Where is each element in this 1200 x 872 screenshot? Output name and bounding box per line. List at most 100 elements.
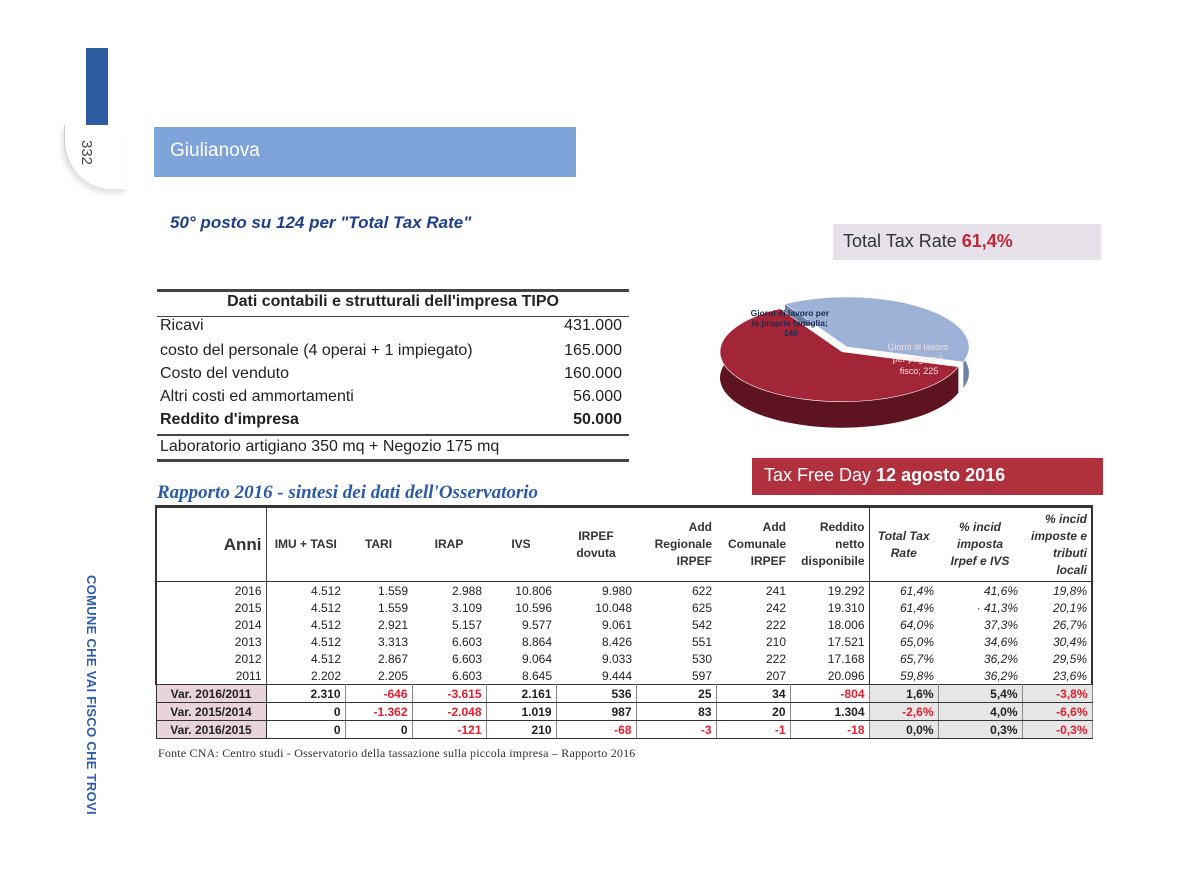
table-cell: 9.061 [601,617,632,632]
pie-label-fisco-line1: Giorni di lavoro [887,342,948,352]
variation-cell: 0 [345,720,413,739]
table-cell: 19.310 [790,599,870,616]
table-cell: 4.512 [310,651,341,666]
header-incid-irpef: % incid imposta Irpef e IVS [938,507,1022,582]
table-cell: 207 [765,668,786,683]
pie-label-family-line3: 140 [784,328,798,338]
company-note: Laboratorio artigiano 350 mq + Negozio 1… [160,438,500,455]
city-banner [154,127,576,177]
company-row-ricavi: Ricavi 431.000 [160,317,622,340]
row-year: 2011 [155,667,267,685]
variation-cell: -2,6% [869,702,939,721]
variation-cell: 536 [556,684,637,703]
header-add-regionale-line3: IRPEF [676,554,712,568]
table-row: 2016 4.512 1.559 2.988 10.806 9.980 622 241 19.2… [155,581,1093,599]
tax-free-day-box [752,458,1103,495]
variation-cell: 0 [266,720,346,739]
variation-cell: 2.310 [266,684,346,703]
company-table-top-rule [157,289,629,292]
svg-text:Giorni di lavoro per la pr: Giorni di lavoro per la propria famiglia… [751,308,832,338]
tax-free-day-text: Tax Free Day [764,465,877,485]
table-cell: 36,2% [983,668,1018,683]
header-incid-irpef-line1: % incid [958,520,1001,534]
variation-cell: 210 [486,720,557,739]
report-title: Rapporto 2016 - sintesi dei dati dell'Os… [157,482,539,503]
table-cell: 241 [765,583,786,598]
company-row-value: 431.000 [564,317,622,334]
header-incid-locali: % incid imposte e tributi locali [1022,506,1093,582]
table-cell: 26,7% [1022,616,1093,633]
header-ttr-line2: Rate [890,545,917,560]
table-cell: 551 [691,634,712,649]
header-incid-locali-line2: imposte e [1030,528,1087,543]
table-row: 2011 2.202 2.205 6.603 8.645 9.444 597 207 20.09… [155,667,1093,685]
table-cell: 65,0% [899,634,934,649]
table-cell: 17.521 [790,633,870,650]
pie-label-fisco-line2: per pagare il [893,354,943,364]
table-cell: 19,8% [1022,581,1093,599]
variation-cell: -3,8% [1022,684,1093,703]
table-row: 2014 4.512 2.921 5.157 9.577 9.061 542 222 18.00… [155,616,1093,633]
variation-cell: -1 [716,720,791,739]
variation-cell: 5,4% [938,684,1023,703]
table-cell: 4.512 [310,617,341,632]
table-row: 2013 4.512 3.313 6.603 8.864 8.426 551 210 17.52… [155,633,1093,650]
company-row-label: Costo del venduto [160,365,289,382]
table-cell: 8.645 [521,668,552,683]
company-table-title-rule [157,316,629,317]
variation-cell: -68 [556,720,637,739]
variation-cell: 34 [716,684,791,703]
variation-row: Var. 2015/2014 0 -1.362 -2.048 1.019 987 83 20 1… [155,702,1093,721]
table-cell: 8.426 [601,634,632,649]
variation-cell: -0,3% [1022,720,1093,739]
variation-cell: 1.304 [790,702,870,721]
table-cell: 18.006 [790,616,870,633]
variation-cell: 25 [636,684,717,703]
header-add-regionale-line1: Add [688,520,712,534]
variation-row: Var. 2016/2011 2.310 -646 -3.615 2.161 536 25 3… [155,684,1093,703]
pie-label-fisco-line3: fisco; 225 [900,366,939,376]
table-row: 2012 4.512 2.867 6.603 9.064 9.033 530 222 17.16… [155,650,1093,667]
company-row-value: 160.000 [564,365,622,382]
tax-free-day-label: Tax Free Day 12 agosto 2016 [764,465,1005,486]
pie-label-family-line2: la propria famiglia; [752,318,828,328]
total-tax-rate-text: Total Tax Rate [843,231,962,251]
table-cell: 65,7% [899,651,934,666]
header-irpef: IRPEF dovuta [556,507,636,582]
variation-cell: -121 [412,720,487,739]
table-cell: 4.512 [310,583,341,598]
table-cell: 41,6% [983,583,1018,598]
table-cell: 542 [691,617,712,632]
table-cell: 6.603 [451,668,482,683]
rank-heading: 50° posto su 124 per "Total Tax Rate" [170,213,472,232]
header-reddito-line3: disponibile [801,554,865,568]
table-cell: 10.048 [595,600,632,615]
company-table-rule [157,434,629,436]
svg-text:Giorni di lavoro per pagar: Giorni di lavoro per pagare il fisco; 22… [887,342,950,376]
table-cell: 1.559 [377,600,408,615]
variation-cell: -3 [636,720,717,739]
page-number: 332 [78,140,95,166]
table-cell: 2.921 [377,617,408,632]
header-incid-irpef-line2: imposta [956,537,1003,551]
table-cell: 61,4% [899,600,934,615]
header-incid-locali-line1: % incid [1044,511,1087,526]
table-cell: 34,6% [983,634,1018,649]
table-cell: 9.577 [521,617,552,632]
company-row-value: 165.000 [564,342,622,359]
row-year: 2012 [155,650,267,667]
company-row-value: 50.000 [573,411,622,428]
variation-cell: 4,0% [938,702,1023,721]
company-table-bottom-rule [157,459,629,462]
table-cell: 4.512 [310,600,341,615]
table-cell: 64,0% [899,617,934,632]
source-note: Fonte CNA: Centro studi - Osservatorio d… [158,746,636,760]
total-tax-rate-label: Total Tax Rate 61,4% [843,231,1013,252]
side-slogan: COMUNE CHE VAI FISCO CHE TROVI [84,575,99,815]
header-irpef-line1: IRPEF [578,528,614,543]
header-add-comunale: Add Comunale IRPEF [716,507,790,582]
company-row-venduto: Costo del venduto 160.000 [160,365,622,388]
header-anni: Anni [155,506,267,582]
header-add-comunale-line1: Add [762,520,786,534]
table-cell: 597 [691,668,712,683]
